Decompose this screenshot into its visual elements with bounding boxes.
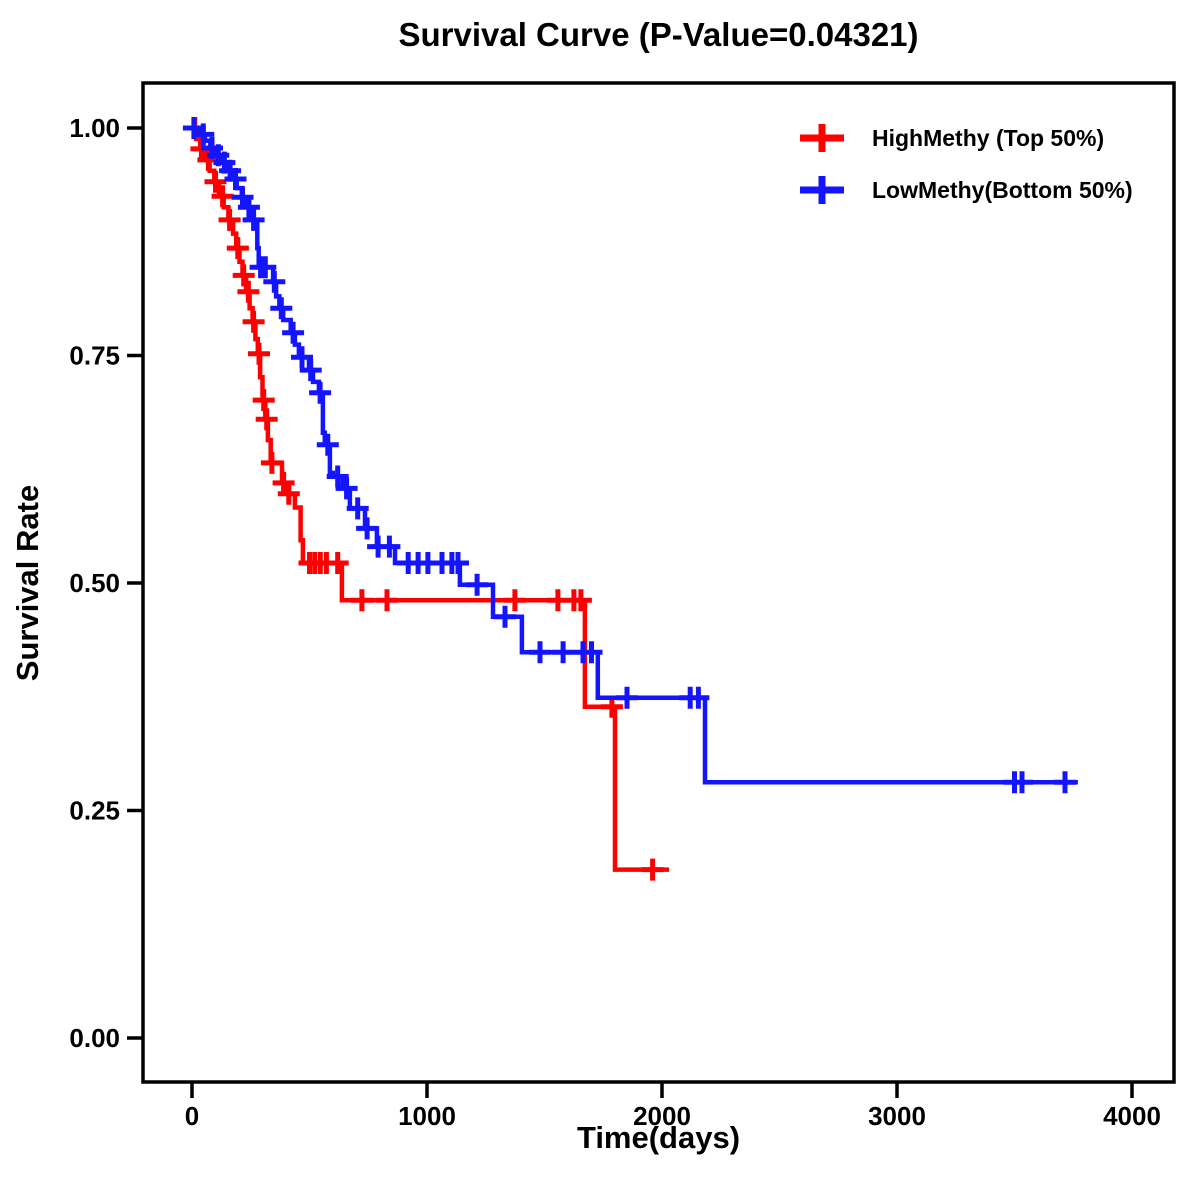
legend-label-highmethy: HighMethy (Top 50%) bbox=[872, 124, 1105, 151]
plus-marker-icon bbox=[800, 176, 844, 204]
plus-marker-icon bbox=[800, 124, 844, 152]
x-tick-label: 2000 bbox=[633, 1101, 691, 1131]
legend-item-highmethy: HighMethy (Top 50%) bbox=[798, 116, 1133, 160]
y-tick-label: 0.25 bbox=[69, 796, 120, 826]
legend: HighMethy (Top 50%) LowMethy(Bottom 50%) bbox=[798, 116, 1133, 212]
y-axis-label: Survival Rate bbox=[10, 484, 45, 682]
y-tick-label: 1.00 bbox=[69, 113, 120, 143]
chart-title: Survival Curve (P-Value=0.04321) bbox=[398, 16, 919, 53]
censor-marks-lowmethy bbox=[182, 117, 1076, 794]
legend-label-lowmethy: LowMethy(Bottom 50%) bbox=[872, 176, 1133, 203]
x-tick-label: 1000 bbox=[398, 1101, 456, 1131]
y-tick-label: 0.00 bbox=[69, 1023, 120, 1053]
y-tick-label: 0.50 bbox=[69, 568, 120, 598]
plot-border bbox=[141, 81, 1176, 1084]
x-tick-label: 0 bbox=[185, 1101, 199, 1131]
survival-curve-lowmethy bbox=[192, 125, 1078, 785]
y-tick-label: 0.75 bbox=[69, 341, 120, 371]
survival-curve-highmethy bbox=[192, 125, 669, 872]
x-axis-label: Time(days) bbox=[576, 1120, 741, 1155]
legend-item-lowmethy: LowMethy(Bottom 50%) bbox=[798, 168, 1133, 212]
x-tick-label: 4000 bbox=[1103, 1101, 1161, 1131]
x-tick-label: 3000 bbox=[868, 1101, 926, 1131]
